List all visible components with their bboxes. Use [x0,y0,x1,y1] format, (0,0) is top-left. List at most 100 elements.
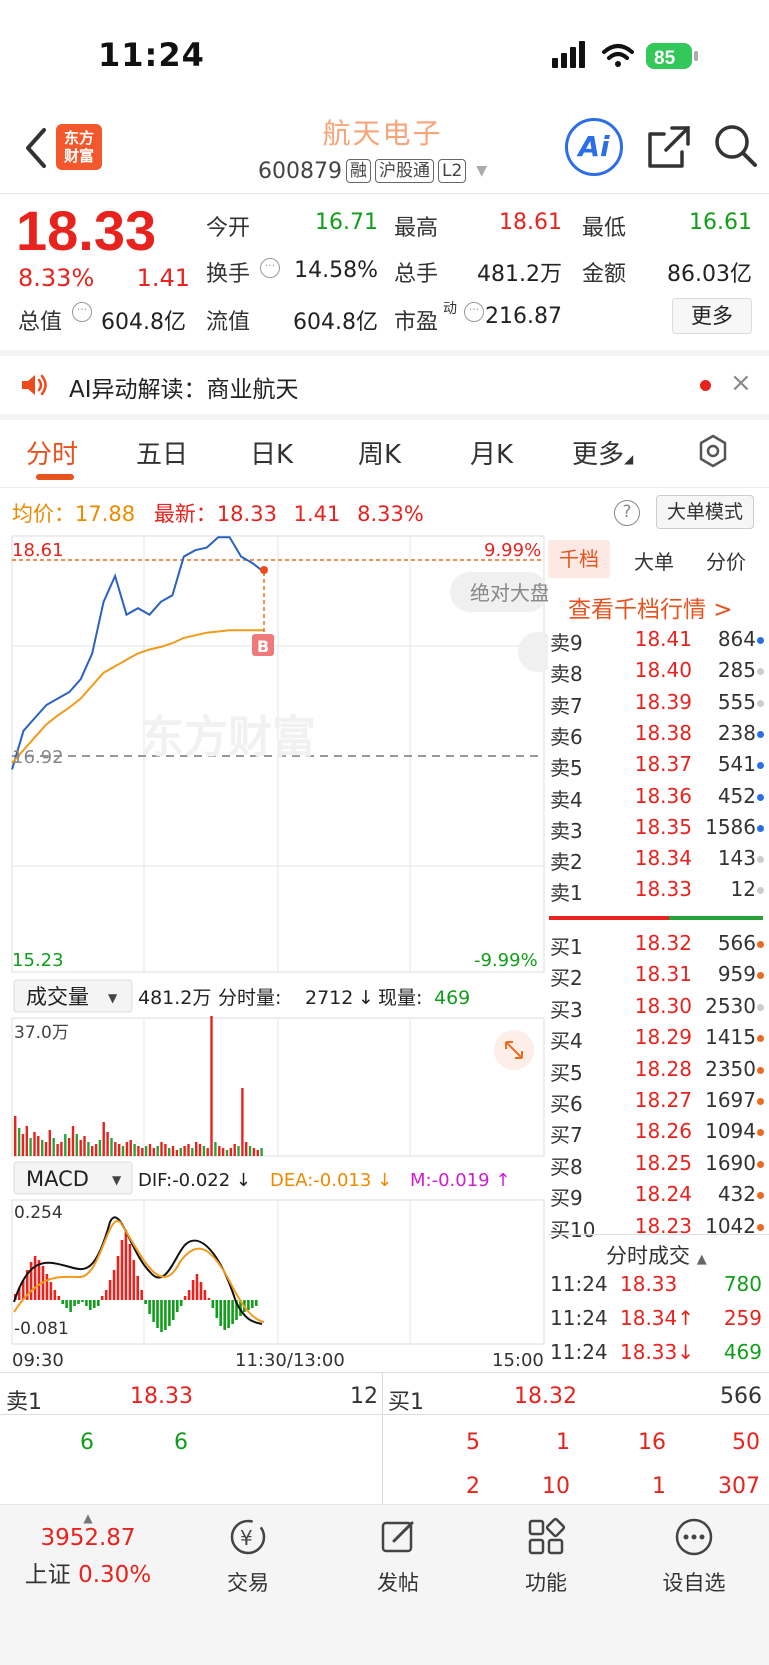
tick-volume: 469 [723,1340,762,1364]
tab-five-day[interactable]: 五日 [136,440,189,470]
stock-name[interactable]: 航天电子 [322,117,443,150]
ask-row[interactable]: 卖2 18.34 143 [550,846,765,877]
bid-row[interactable]: 买9 18.24 432 [550,1182,765,1213]
pe-value: 216.87 [485,304,562,329]
ask-row[interactable]: 卖3 18.35 1586 [550,815,765,846]
ask-volume: 864 [717,627,756,651]
bar-volume-arrow: ↓ [358,987,374,1009]
tick-row[interactable]: 11:24 18.33 780 [550,1272,765,1304]
volume-bar [110,1138,113,1156]
tab-weekly-k[interactable]: 周K [358,440,402,470]
bid-row[interactable]: 买1 18.32 566 [550,931,765,962]
intraday-chart[interactable]: 东方财富 B 绝对大盘 18.61 9.99% 16.92 15.23 -9.9… [0,532,548,1372]
macd-bar [183,1296,187,1300]
bid-row[interactable]: 买5 18.28 2350 [550,1057,765,1088]
bid-row[interactable]: 买3 18.30 2530 [550,994,765,1025]
avg-price-label: 均价： [12,502,75,526]
ask-row[interactable]: 卖6 18.38 238 [550,721,765,752]
battery-icon: 85 [646,43,698,69]
volume-bar [48,1130,51,1156]
bb-bid-price: 18.32 [514,1384,577,1409]
close-icon[interactable]: × [730,368,752,398]
back-button[interactable] [14,120,58,176]
ai-button[interactable]: Ai [565,118,623,176]
gear-icon[interactable] [696,434,730,468]
tabs-divider [0,487,769,488]
ask-level-label: 卖6 [550,724,583,749]
nav-trade[interactable]: ¥ 交易 [188,1517,308,1597]
ask-price: 18.34 [634,846,692,871]
bid-row[interactable]: 买7 18.26 1094 [550,1119,765,1150]
bid-dot [757,1223,764,1231]
ask-row[interactable]: 卖5 18.37 541 [550,752,765,783]
ticks-title[interactable]: 分时成交 ▲ [606,1240,707,1270]
more-info-icon[interactable]: ··· [72,302,92,322]
bid-row[interactable]: 买10 18.23 1042 [550,1214,765,1245]
bid-row[interactable]: 买8 18.25 1690 [550,1151,765,1182]
ai-insight-bar[interactable]: AI异动解读：商业航天 × [0,356,769,414]
volume-bar [141,1148,144,1156]
amount-value: 86.03亿 [667,262,752,287]
tab-big-orders[interactable]: 大单 [634,550,674,574]
ask-volume: 12 [730,877,756,902]
ask-row[interactable]: 卖4 18.36 452 [550,784,765,815]
ask-price: 18.40 [634,658,692,683]
tick-volume: 259 [723,1306,762,1330]
bid-volume: 432 [717,1182,756,1207]
tab-daily-k[interactable]: 日K [250,440,294,470]
more-info-icon[interactable]: ··· [464,302,484,322]
ask-row[interactable]: 卖9 18.41 864 [550,627,765,658]
bottom-book-mid-divider [382,1372,383,1504]
bid-row[interactable]: 买2 18.31 959 [550,962,765,993]
tab-more[interactable]: 更多◢ [572,434,633,471]
bid-row[interactable]: 买6 18.27 1697 [550,1088,765,1119]
tab-intraday[interactable]: 分时 [26,440,79,470]
ask-row[interactable]: 卖7 18.39 555 [550,690,765,721]
volume-bar [60,1142,63,1156]
tab-price-dist[interactable]: 分价 [706,550,746,574]
macd-bar [223,1300,226,1330]
search-icon[interactable] [712,122,760,170]
tick-row[interactable]: 11:24 18.34↑ 259 [550,1306,765,1338]
volume-bar [218,1146,221,1156]
ticks-divider [548,1234,769,1235]
macd-bar [239,1300,242,1316]
view-levels-link[interactable]: 查看千档行情 > [568,597,733,623]
bid-dot [757,1035,764,1043]
index-ticker[interactable]: ▲ 3952.87 上证 0.30% [0,1511,176,1589]
time-start: 09:30 [12,1350,64,1371]
ask-row[interactable]: 卖1 18.33 12 [550,877,765,908]
more-button[interactable]: 更多 [672,298,752,334]
tick-row[interactable]: 11:24 18.33↓ 469 [550,1340,765,1372]
total-cap-label: 总值 [18,310,63,335]
volume-bar [245,1142,248,1156]
time-mid: 11:30/13:00 [235,1350,345,1371]
nav-add-watchlist[interactable]: 设自选 [634,1517,754,1597]
tab-thousand-levels[interactable]: 千档 [548,540,610,578]
more-info-icon[interactable]: ··· [260,258,280,278]
ask-row[interactable]: 卖8 18.40 285 [550,658,765,689]
bar-volume-label: 分时量: [218,987,281,1009]
macd-bar [93,1300,96,1308]
macd-bar [247,1300,250,1310]
ask-dot [757,856,764,864]
stock-subtitle[interactable]: 600879 融 沪股通 L2 ▼ [258,156,487,186]
macd-bar [195,1274,199,1300]
nav-functions[interactable]: 功能 [486,1517,606,1597]
bottom-nav: ▲ 3952.87 上证 0.30% ¥ 交易 发帖 功能 设自选 [0,1504,769,1665]
volume-bar [198,1144,202,1156]
share-icon[interactable] [646,124,692,170]
tab-monthly-k[interactable]: 月K [470,440,514,470]
bid-row[interactable]: 买4 18.29 1415 [550,1025,765,1056]
ask-price: 18.39 [634,689,692,714]
big-order-mode-button[interactable]: 大单模式 [656,495,754,529]
signal-icon [552,41,585,68]
price-line [11,536,265,770]
volume-bar [233,1144,236,1156]
bid-level-label: 买9 [550,1186,583,1211]
nav-post[interactable]: 发帖 [338,1517,458,1597]
macd-bar [251,1300,254,1308]
macd-bar [69,1300,72,1312]
help-icon[interactable]: ? [614,500,640,526]
ask-price: 18.33 [634,877,692,902]
